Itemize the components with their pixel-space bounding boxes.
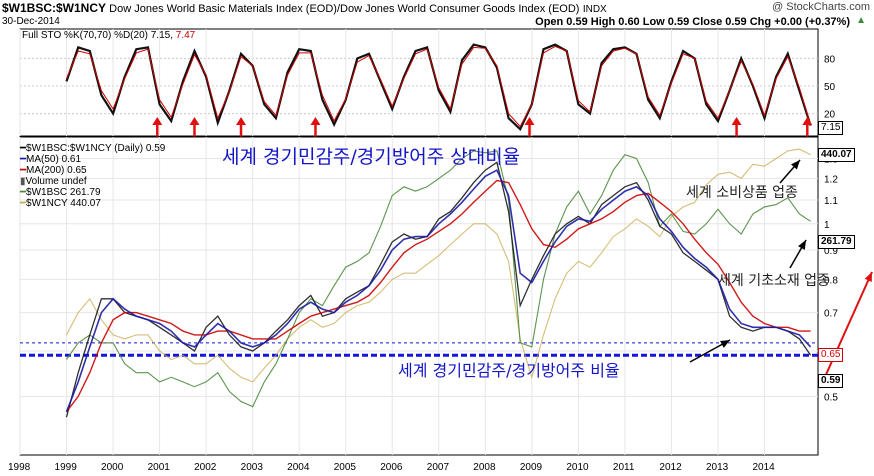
legend-bsc: ━$W1BSC 261.79	[20, 187, 101, 198]
x-tick: 2000	[101, 462, 124, 473]
annotation-arrows	[689, 159, 873, 389]
annotation-ratio-label: 세계 경기민감주/경기방어주 비율	[398, 361, 620, 380]
annotation-basic: 세계 기초소재 업종	[718, 273, 830, 289]
sto-panel-frame	[19, 28, 819, 137]
arrow-consumer	[779, 159, 801, 184]
legend-ma200: ━MA(200) 0.65	[20, 165, 87, 176]
legend-ma50: ━MA(50) 0.61	[20, 154, 82, 165]
arrow-projection	[819, 271, 873, 389]
x-tick: 2006	[380, 462, 403, 473]
x-tick: 2011	[613, 462, 635, 473]
series-w1bsc	[66, 150, 811, 408]
tag-ratio: 0.59	[818, 374, 844, 388]
series-ma50	[65, 169, 812, 413]
x-tick: 1998	[8, 462, 31, 473]
arrow-ratio	[689, 339, 731, 363]
sto-y-tick: 80	[824, 54, 836, 65]
scroll-indicator: ▲	[856, 15, 866, 26]
main-y-tick: 0.9	[824, 246, 838, 257]
legend: ━$W1BSC:$W1NCY (Daily) 0.59 ━MA(50) 0.61…	[20, 143, 165, 209]
sto-label: Full STO %K(70,70) %D(20) 7.15, 7.47	[22, 30, 195, 41]
tag-ncy: 440.07	[818, 148, 855, 162]
sto-last-tag: 7.15	[818, 121, 844, 135]
legend-ratio: ━$W1BSC:$W1NCY (Daily) 0.59	[20, 143, 166, 154]
tag-bsc: 261.79	[818, 235, 855, 249]
sto-series-d	[66, 45, 812, 128]
x-tick: 2013	[706, 462, 729, 473]
main-y-tick: 0.5	[824, 392, 838, 403]
series-ratio	[65, 161, 812, 418]
x-tick: 2014	[752, 462, 775, 473]
symbol-text: $W1BSC:$W1NCY	[2, 1, 106, 15]
annotation-title-ratio: 세계 경기민감주/경기방어주 상대비율	[222, 146, 521, 168]
legend-ncy: ━$W1NCY 440.07	[20, 198, 101, 209]
quote-line: Open 0.59 High 0.60 Low 0.59 Close 0.59 …	[535, 16, 850, 28]
sto-series	[65, 43, 812, 132]
description-text: Dow Jones World Basic Materials Index (E…	[109, 3, 580, 15]
tag-ma200: 0.65	[818, 348, 844, 362]
x-tick: 2003	[241, 462, 264, 473]
x-tick: 2002	[194, 462, 217, 473]
x-tick: 2008	[473, 462, 496, 473]
annotation-consumer: 세계 소비상품 업종	[686, 185, 798, 201]
watermark: @ StockCharts.com	[772, 1, 870, 13]
series-ma200	[65, 179, 811, 413]
date-label: 30-Dec-2014	[2, 16, 60, 27]
x-tick: 2004	[287, 462, 310, 473]
main-series	[65, 148, 812, 418]
x-tick: 2007	[427, 462, 450, 473]
main-y-tick: 1.1	[824, 196, 838, 207]
sto-d-label: 7.47	[175, 30, 196, 41]
x-tick: 2009	[520, 462, 543, 473]
legend-volume: ▮Volume undef	[20, 176, 87, 187]
sto-y-tick: 50	[824, 82, 836, 93]
main-y-tick: 1.2	[824, 174, 838, 185]
sto-k-label: Full STO %K(70,70) %D(20) 7.15,	[22, 30, 173, 41]
sto-y-axis: 20 50 80	[824, 54, 836, 120]
x-tick: 2012	[659, 462, 682, 473]
chart-symbol: $W1BSC:$W1NCY Dow Jones World Basic Mate…	[2, 1, 607, 15]
sto-y-tick: 20	[824, 110, 836, 121]
x-axis: 1998 1999 2000 2001 2002 2003 2004 2005 2006 2007…	[8, 462, 775, 473]
x-tick: 1999	[55, 462, 78, 473]
sto-series-k	[65, 43, 812, 132]
main-y-tick: 0.8	[824, 275, 838, 286]
main-gridlines	[19, 137, 818, 455]
main-y-tick: 1	[824, 220, 830, 231]
series-w1ncy	[66, 148, 811, 383]
main-y-tick: 0.7	[824, 309, 838, 320]
index-tag: INDX	[582, 4, 607, 15]
x-tick: 2010	[566, 462, 589, 473]
arrow-basic	[789, 239, 807, 269]
x-tick: 2005	[334, 462, 357, 473]
x-tick: 2001	[148, 462, 171, 473]
